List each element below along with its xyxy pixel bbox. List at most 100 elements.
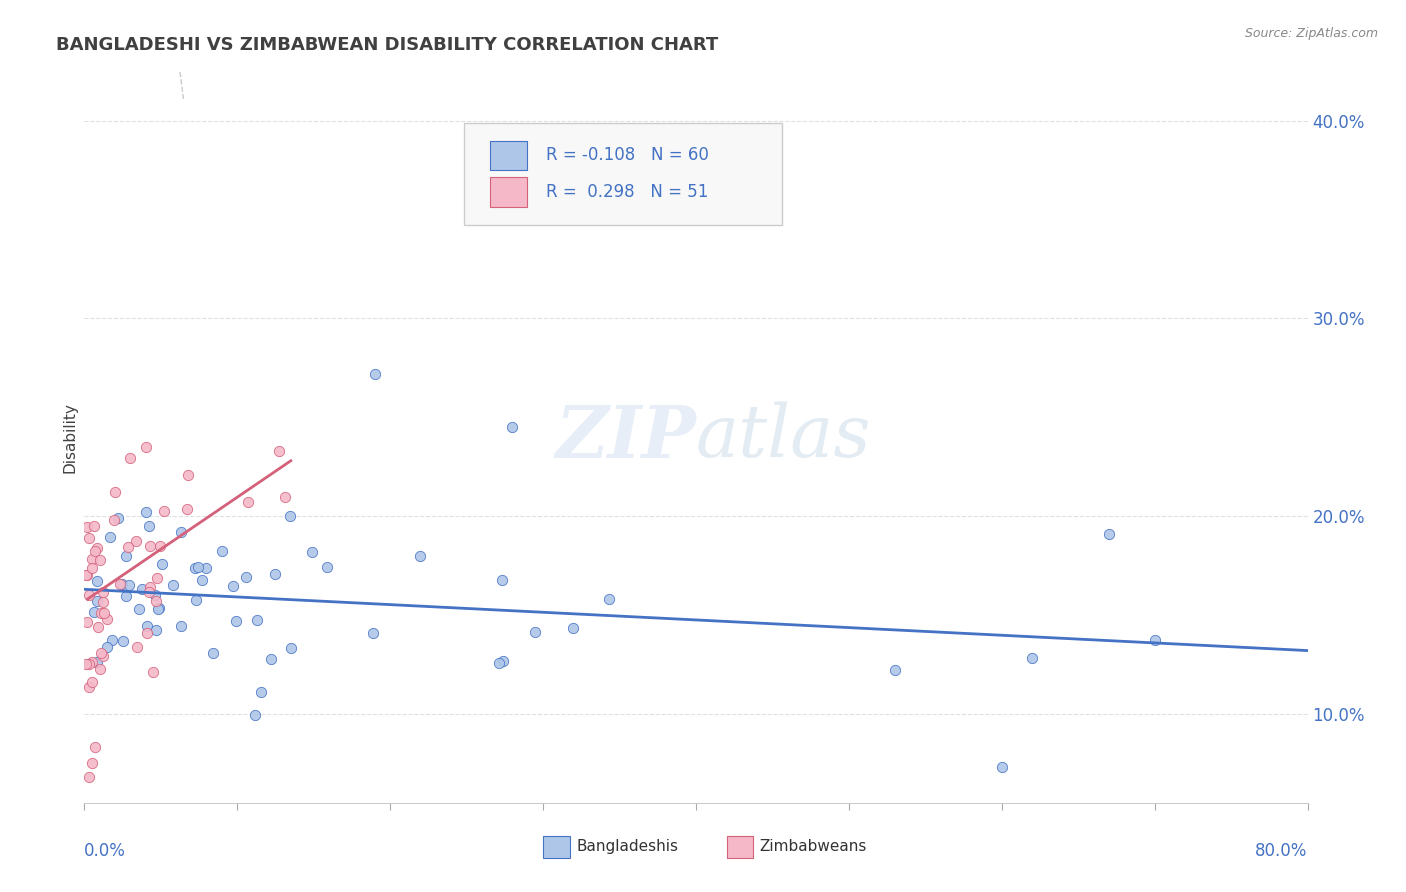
Point [120,451,142,466]
Point [136,618,159,632]
Text: Bangladeshis: Bangladeshis [576,839,678,855]
Point [135,505,157,519]
Point [93,606,115,620]
Point [76,615,98,629]
Point [991,760,1014,774]
Point [77,770,100,784]
Point [148,602,170,616]
Point [169,619,191,633]
Point [280,640,302,655]
Point [491,573,513,587]
Point [90,606,112,620]
Point [148,601,170,615]
Point [245,707,267,722]
Point [183,561,205,575]
Y-axis label: Disability: Disability [62,401,77,473]
Point [153,504,176,518]
Point [562,622,585,636]
Point [1098,527,1121,541]
Point [1143,633,1166,648]
Point [201,646,224,660]
Bar [543,836,569,858]
Point [79,680,101,694]
Point [316,559,339,574]
Point [86,541,108,555]
Point [86,594,108,608]
Point [108,577,131,591]
Text: ZIP: ZIP [555,401,696,473]
Point [86,656,108,670]
Point [145,594,167,608]
Point [91,648,114,663]
Text: Zimbabweans: Zimbabweans [759,839,868,855]
Point [146,570,169,584]
Point [274,490,297,504]
Point [139,580,162,594]
Point [176,502,198,516]
Point [91,584,114,599]
Point [77,532,100,546]
Text: R = -0.108   N = 60: R = -0.108 N = 60 [546,146,709,164]
Point [184,593,207,607]
Point [150,557,173,571]
Point [84,740,107,755]
Bar [727,836,754,858]
Point [96,612,118,626]
Bar [491,141,527,170]
Point [79,657,101,671]
Point [118,578,141,592]
Point [96,640,118,654]
Point [83,519,105,533]
Text: atlas: atlas [696,401,872,473]
Point [104,485,127,500]
Point [135,440,157,454]
Point [170,524,193,539]
Point [211,543,233,558]
Point [80,675,103,690]
Point [409,549,432,563]
Point [177,468,200,483]
Point [101,632,124,647]
Point [80,756,103,771]
Point [488,656,510,670]
Point [103,513,125,527]
Point [80,561,103,575]
Point [194,561,217,575]
Point [83,605,105,619]
Point [100,530,122,544]
Point [883,664,905,678]
Point [125,533,148,548]
Bar [491,178,527,207]
Point [76,568,98,582]
Point [115,589,138,603]
Point [80,655,103,669]
Point [191,573,214,587]
Point [145,623,167,637]
Point [524,624,547,639]
Point [278,509,301,524]
Point [135,626,157,640]
Point [128,602,150,616]
Point [492,654,515,668]
Point [139,539,162,553]
Point [364,367,387,381]
Point [502,420,524,434]
Point [90,646,112,660]
Point [138,585,160,599]
Point [1021,651,1043,665]
Point [238,495,260,509]
Text: Source: ZipAtlas.com: Source: ZipAtlas.com [1244,27,1378,40]
Point [143,588,166,602]
Text: BANGLADESHI VS ZIMBABWEAN DISABILITY CORRELATION CHART: BANGLADESHI VS ZIMBABWEAN DISABILITY COR… [56,36,718,54]
Point [75,568,97,582]
Point [250,685,273,699]
Text: 80.0%: 80.0% [1256,842,1308,861]
Point [86,574,108,588]
Point [84,543,107,558]
Point [149,539,172,553]
Point [361,625,384,640]
Point [125,640,148,654]
FancyBboxPatch shape [464,122,782,225]
Point [89,553,111,567]
Text: 0.0%: 0.0% [84,842,127,861]
